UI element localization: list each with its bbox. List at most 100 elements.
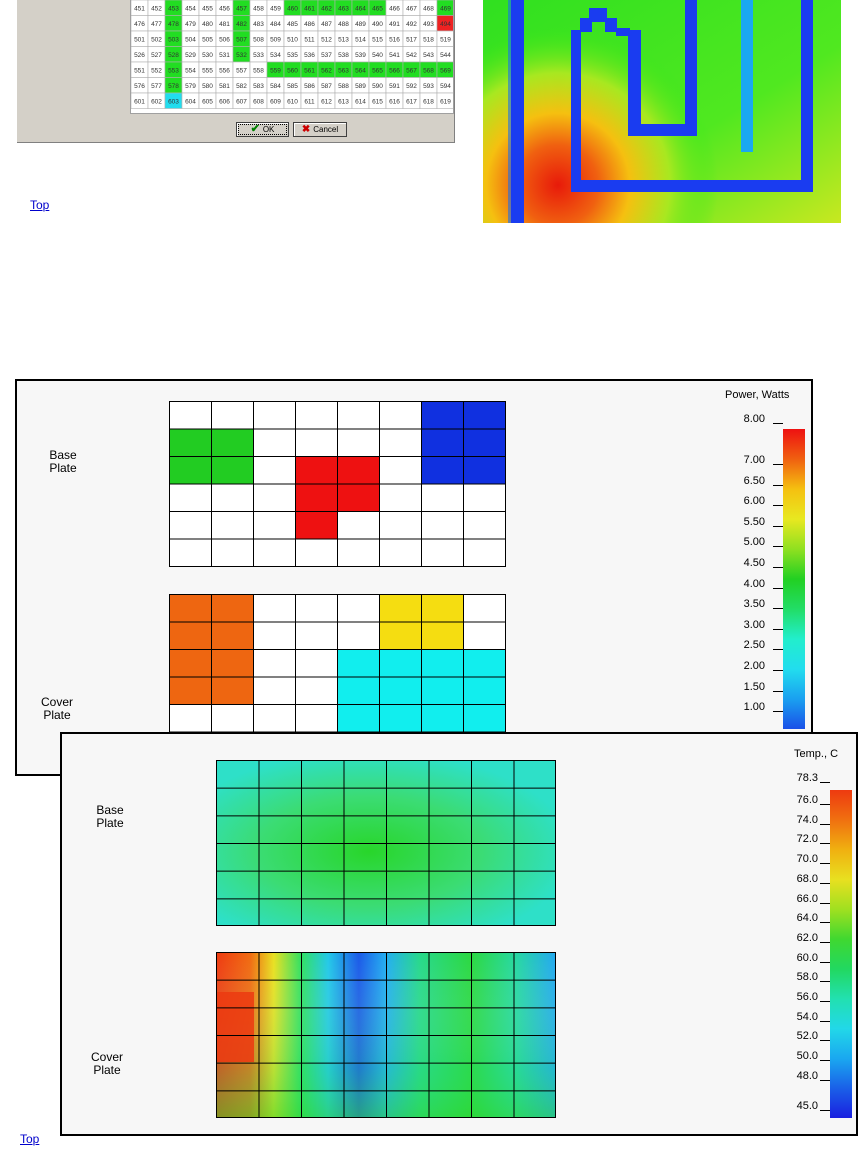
cover-plate-label: Cover Plate — [87, 1051, 127, 1077]
grid-cell-number: 486 — [304, 21, 315, 28]
grid-cell-number: 569 — [440, 67, 451, 74]
grid-cell-number: 592 — [406, 83, 417, 90]
grid-cell-number: 544 — [440, 52, 451, 59]
grid-cell-number: 482 — [236, 21, 247, 28]
grid-cell-number: 567 — [406, 67, 417, 74]
grid-cell-number: 602 — [151, 98, 162, 105]
power-cell — [295, 649, 338, 678]
cover-plate-label-text: Cover Plate — [90, 1050, 123, 1077]
grid-cell-number: 527 — [151, 52, 162, 59]
power-cell — [169, 511, 212, 540]
legend-tick-mark — [773, 525, 783, 527]
legend-tick-label: 68.0 — [796, 872, 818, 885]
power-cell — [379, 538, 422, 567]
legend-tick-label: 5.50 — [743, 515, 765, 528]
legend-tick-label: 56.0 — [796, 991, 818, 1003]
cell-grid[interactable]: 451 452 453 454 455 456 457 458 459 460 461 462 463 4… — [130, 0, 454, 114]
grid-cell-number: 519 — [440, 36, 451, 43]
grid-cell-number: 551 — [134, 67, 145, 74]
legend-tick-label: 5.00 — [743, 536, 765, 549]
grid-cell-number: 533 — [253, 52, 264, 59]
grid-cell-number: 493 — [423, 21, 434, 28]
legend-tick-label: 4.00 — [743, 577, 765, 590]
grid-cell-number: 536 — [304, 52, 315, 59]
power-legend-title: Power, Watts — [725, 389, 790, 401]
power-cell — [295, 401, 338, 430]
power-cell — [421, 511, 464, 540]
power-cell — [421, 401, 464, 430]
power-cell — [421, 456, 464, 485]
legend-tick-label: 3.50 — [743, 598, 765, 611]
legend-tick-mark — [773, 484, 783, 486]
power-cell — [379, 621, 422, 650]
grid-cell-number: 502 — [151, 36, 162, 43]
top-link[interactable]: Top — [30, 198, 50, 212]
legend-tick-label: 74.0 — [796, 813, 818, 826]
grid-cell-number: 555 — [202, 67, 213, 74]
legend-tick-mark — [820, 863, 830, 865]
grid-cell-number: 557 — [236, 67, 247, 74]
grid-cell-number: 559 — [270, 67, 281, 74]
grid-cell-number: 531 — [219, 52, 230, 59]
power-cell — [379, 483, 422, 512]
power-cell — [211, 594, 254, 623]
legend-tick-mark — [773, 423, 783, 424]
legend-tick-label: 8.00 — [743, 413, 765, 425]
power-cell — [421, 676, 464, 705]
grid-cell-number: 462 — [321, 5, 332, 12]
grid-cell-number: 561 — [304, 67, 315, 74]
power-cell — [295, 428, 338, 457]
legend-tick-label: 6.50 — [743, 474, 765, 487]
legend-tick-mark — [820, 1001, 830, 1002]
legend-tick-label: 66.0 — [796, 892, 818, 905]
close-icon: ✖ — [301, 124, 311, 135]
grid-cell-number: 518 — [423, 36, 434, 43]
power-cell — [379, 401, 422, 430]
power-cell — [295, 704, 338, 733]
grid-cell-number: 467 — [406, 5, 417, 12]
legend-tick-label: 60.0 — [796, 951, 818, 964]
grid-cell-number: 583 — [253, 83, 264, 90]
power-cell — [211, 456, 254, 485]
power-cell — [253, 511, 296, 540]
grid-cell-number: 593 — [423, 83, 434, 90]
grid-cell-number: 541 — [389, 52, 400, 59]
power-cell — [169, 621, 212, 650]
power-cell — [211, 704, 254, 733]
grid-cell-number: 584 — [270, 83, 281, 90]
legend-tick-mark — [773, 505, 783, 507]
grid-cell-number: 515 — [372, 36, 383, 43]
legend-tick-mark — [820, 1110, 830, 1111]
base-plate-label-text: Base Plate — [96, 803, 124, 830]
top-link-bottom[interactable]: Top — [20, 1132, 40, 1146]
power-cell — [337, 483, 380, 512]
grid-cell-number: 494 — [440, 21, 451, 28]
grid-cell-number: 607 — [236, 98, 247, 105]
grid-cell-number: 469 — [440, 5, 451, 12]
legend-tick-label: 2.00 — [743, 660, 765, 672]
grid-cell-number: 468 — [423, 5, 434, 12]
power-cell — [169, 649, 212, 678]
grid-cell-number: 537 — [321, 52, 332, 59]
grid-cell-number: 480 — [202, 21, 213, 28]
legend-tick-mark — [773, 690, 783, 692]
base-plate-label-text: Base Plate — [49, 448, 77, 475]
grid-cell-number: 563 — [338, 67, 349, 74]
grid-cell-number: 491 — [389, 21, 400, 28]
grid-cell-number: 604 — [185, 98, 196, 105]
grid-cell-number: 513 — [338, 36, 349, 43]
power-cell — [379, 676, 422, 705]
grid-cell-number: 454 — [185, 5, 196, 12]
power-cell — [337, 511, 380, 540]
power-cell — [211, 483, 254, 512]
legend-tick-mark — [820, 961, 830, 963]
grid-cell-number: 507 — [236, 36, 247, 43]
grid-cell-number: 605 — [202, 98, 213, 105]
power-cell — [337, 456, 380, 485]
ok-button[interactable]: ✔ OK — [236, 122, 289, 137]
grid-cell[interactable] — [436, 92, 453, 109]
power-cell — [295, 483, 338, 512]
grid-cell-number: 601 — [134, 98, 145, 105]
power-cell — [421, 538, 464, 567]
cancel-button[interactable]: ✖ Cancel — [293, 122, 347, 137]
